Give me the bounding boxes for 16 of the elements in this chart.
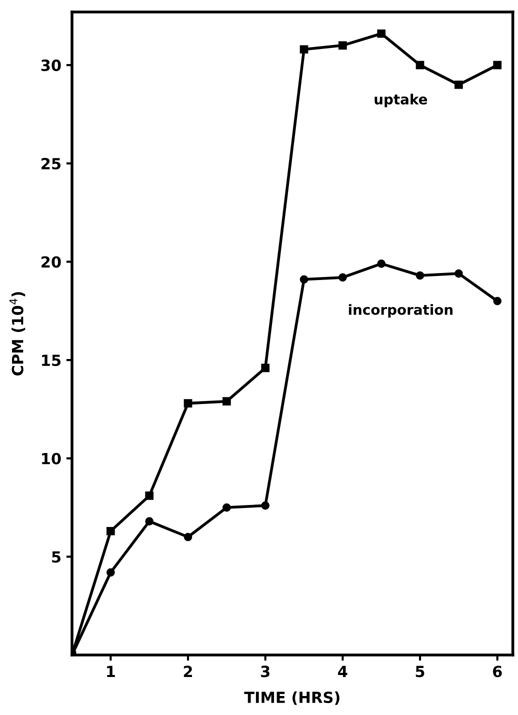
y-tick-label: 30 <box>41 60 61 72</box>
x-tick-label: 5 <box>416 666 424 678</box>
x-tick-label: 4 <box>338 666 348 678</box>
x-tick-label: 6 <box>492 666 502 678</box>
y-axis-title: CPM (10$^{4}$) <box>10 292 26 376</box>
series-label: incorporation <box>348 304 452 318</box>
y-tick-label: 15 <box>42 354 61 366</box>
series-label: uptake <box>374 94 428 108</box>
y-tick-label: 25 <box>42 158 61 170</box>
x-tick-label: 2 <box>184 666 192 678</box>
y-tick-label: 5 <box>52 551 61 563</box>
y-tick-label: 20 <box>42 256 61 268</box>
x-tick-label: 1 <box>107 666 115 678</box>
x-axis-title: TIME (HRS) <box>244 691 340 705</box>
y-tick-label: 10 <box>42 452 61 464</box>
x-tick-label: 3 <box>261 666 270 678</box>
